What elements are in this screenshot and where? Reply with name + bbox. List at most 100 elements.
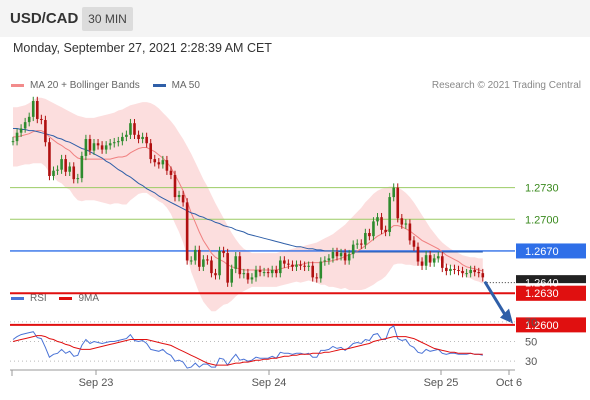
candle-body — [396, 187, 400, 219]
legend-swatch-ma50 — [152, 83, 166, 87]
candle-body — [343, 253, 347, 261]
candle-body — [100, 145, 104, 150]
candle-body — [117, 141, 120, 143]
candle-body — [198, 249, 201, 267]
candle-body — [36, 101, 39, 119]
candle-body — [234, 256, 238, 269]
candle-body — [80, 155, 84, 179]
candle-body — [218, 250, 221, 276]
candle-body — [64, 159, 67, 172]
rsi-ma9-line — [12, 335, 483, 366]
candle-body — [254, 269, 258, 278]
candle-body — [68, 166, 71, 172]
candle-body — [335, 252, 339, 257]
candle-body — [355, 243, 359, 245]
candle-body — [457, 269, 460, 272]
level-tag-1-2600 — [516, 317, 586, 333]
candle-body — [477, 272, 481, 274]
candle-body — [210, 260, 213, 274]
legend-item-ma20: MA 20 + Bollinger Bands — [11, 80, 140, 91]
candle-body — [351, 244, 355, 255]
candle-body — [274, 269, 278, 274]
candle-body — [27, 116, 31, 123]
candle-body — [380, 217, 383, 230]
candle-body — [52, 170, 55, 176]
candle-body — [307, 265, 310, 267]
candle-body — [420, 261, 424, 266]
rsi-tick-label: 30 — [525, 356, 537, 368]
candle-body — [72, 166, 76, 180]
candle-body — [173, 174, 177, 198]
candle-body — [96, 143, 100, 146]
candle-body — [40, 118, 43, 121]
candle-body — [137, 134, 140, 140]
candle-body — [266, 272, 270, 274]
time-tick-label: Sep 23 — [79, 377, 114, 389]
legend-swatch-rsi — [11, 296, 24, 300]
level-tag-front — [516, 286, 586, 301]
last-price-label: 1.2640 — [525, 278, 559, 290]
candle-body — [469, 269, 472, 274]
candle-body — [238, 256, 242, 275]
candle-body — [15, 132, 19, 142]
timeframe-button[interactable]: 30 MIN — [82, 7, 133, 31]
rsi-tick-label: 50 — [525, 337, 537, 349]
last-price-tag — [516, 275, 586, 284]
candle-body — [44, 120, 47, 143]
candle-body — [360, 243, 363, 245]
candle-body — [206, 259, 209, 261]
copyright-text: Research © 2021 Trading Central — [431, 80, 581, 91]
candle-body — [299, 264, 302, 266]
candle-body — [279, 260, 282, 274]
candle-body — [319, 261, 323, 279]
candle-body — [181, 194, 185, 203]
candle-body — [376, 217, 379, 222]
candle-body — [428, 255, 432, 263]
candle-body — [404, 223, 408, 225]
candle-body — [161, 160, 165, 165]
legend-label-9ma: 9MA — [78, 293, 100, 304]
candle-body — [412, 240, 416, 247]
candle-body — [169, 170, 173, 175]
candles-group — [11, 96, 485, 287]
candle-body — [202, 259, 205, 267]
candle-body — [193, 249, 197, 261]
candle-body — [473, 269, 476, 273]
candle-body — [31, 101, 35, 117]
candle-body — [185, 202, 189, 261]
candle-body — [60, 159, 63, 170]
candle-body — [226, 253, 229, 283]
candle-body — [436, 256, 440, 259]
level-tag-1-2670 — [516, 243, 586, 259]
candle-body — [364, 233, 367, 245]
candle-body — [165, 160, 169, 171]
level-label-front: 1.2630 — [525, 288, 559, 300]
candle-body — [153, 159, 157, 163]
level-label-1-2700: 1.2700 — [525, 214, 559, 226]
candle-body — [84, 139, 88, 156]
candle-body — [23, 122, 27, 129]
candle-body — [157, 162, 161, 165]
candle-body — [323, 260, 327, 262]
candle-body — [177, 194, 181, 198]
legend-item-9ma: 9MA — [59, 293, 99, 304]
legend-swatch-9ma — [59, 296, 73, 300]
candle-body — [295, 264, 298, 267]
candle-body — [424, 255, 428, 266]
symbol-title: USD/CAD — [10, 10, 79, 27]
candle-body — [392, 187, 395, 198]
candle-body — [189, 260, 193, 262]
rsi-line — [12, 324, 483, 369]
candle-body — [445, 267, 448, 272]
candle-body — [230, 268, 233, 283]
candle-body — [258, 269, 262, 273]
candle-body — [432, 258, 436, 263]
candle-body — [246, 273, 250, 280]
chart-legend: MA 20 + Bollinger Bands MA 50 — [11, 80, 210, 94]
candle-body — [11, 141, 15, 143]
candle-body — [149, 143, 152, 160]
level-label-1-2670: 1.2670 — [525, 246, 559, 258]
candle-body — [400, 218, 404, 225]
